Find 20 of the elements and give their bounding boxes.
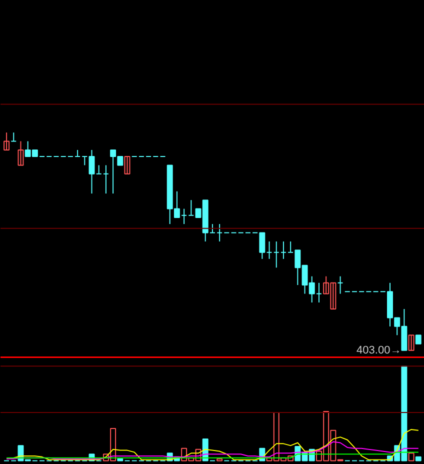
candlestick: [266, 240, 272, 260]
candlestick: [102, 164, 109, 194]
candlestick: [337, 276, 344, 294]
candlestick: [280, 240, 286, 260]
candlestick: [82, 156, 88, 166]
bar: [408, 452, 414, 462]
candlestick: [74, 149, 81, 157]
candlestick: [273, 240, 280, 268]
annotation: 403.00→: [356, 344, 402, 356]
candlestick: [96, 164, 102, 174]
candlestick: [408, 334, 414, 351]
candlestick: [10, 132, 17, 142]
bar: [415, 456, 422, 462]
candlestick: [188, 200, 194, 216]
bar: [216, 458, 223, 462]
candlestick: [4, 132, 10, 150]
candlestick: [18, 140, 24, 166]
candlestick: [88, 149, 95, 194]
candlestick: [216, 224, 223, 242]
candlestick: [124, 156, 130, 174]
